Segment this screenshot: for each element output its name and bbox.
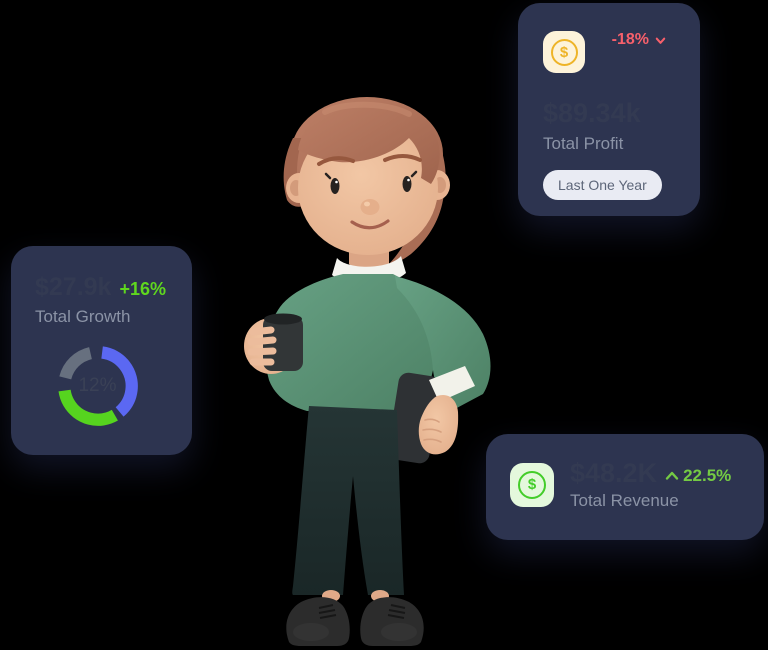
dollar-coin-icon: $ — [518, 470, 546, 499]
caret-up-icon — [665, 471, 679, 480]
revenue-icon-tile: $ — [510, 462, 554, 507]
growth-value: $27.9k — [35, 273, 112, 301]
hair-fringe — [298, 98, 440, 184]
growth-donut-chart: 12% — [52, 340, 144, 432]
revenue-value: $48.2K — [570, 458, 658, 488]
growth-label: Total Growth — [35, 307, 131, 326]
total-profit-card: $ -18% $89.34k Total Profit Last One Yea… — [518, 3, 700, 216]
growth-delta: +16% — [119, 279, 167, 299]
revenue-delta-text: 22.5% — [683, 466, 732, 485]
profit-icon-tile: $ — [543, 31, 585, 73]
revenue-label: Total Revenue — [570, 491, 679, 510]
profit-label: Total Profit — [543, 134, 624, 153]
shoes — [286, 597, 424, 646]
sweater-torso — [265, 274, 438, 412]
total-revenue-card: $ $48.2K 22.5% Total Revenue — [486, 434, 764, 540]
profit-delta-dropdown[interactable]: -18% — [612, 31, 667, 49]
profit-delta: -18% — [611, 31, 649, 48]
profit-value: $89.34k — [543, 98, 641, 128]
dollar-coin-icon: $ — [550, 38, 578, 66]
growth-donut — [57, 346, 138, 426]
left-hand-with-phone — [244, 313, 303, 374]
donut-center-label: 12% — [78, 375, 117, 396]
hero-illustration — [244, 97, 491, 646]
trousers — [292, 406, 404, 595]
total-growth-card: $27.9k +16% Total Growth 12% — [11, 246, 192, 455]
period-badge: Last One Year — [543, 170, 662, 200]
right-hand — [418, 394, 459, 455]
chevron-down-icon — [655, 37, 666, 44]
face-features — [317, 154, 422, 230]
revenue-delta: 22.5% — [665, 466, 731, 486]
hair-highlight — [322, 101, 412, 117]
shirt-cuff — [429, 366, 475, 402]
